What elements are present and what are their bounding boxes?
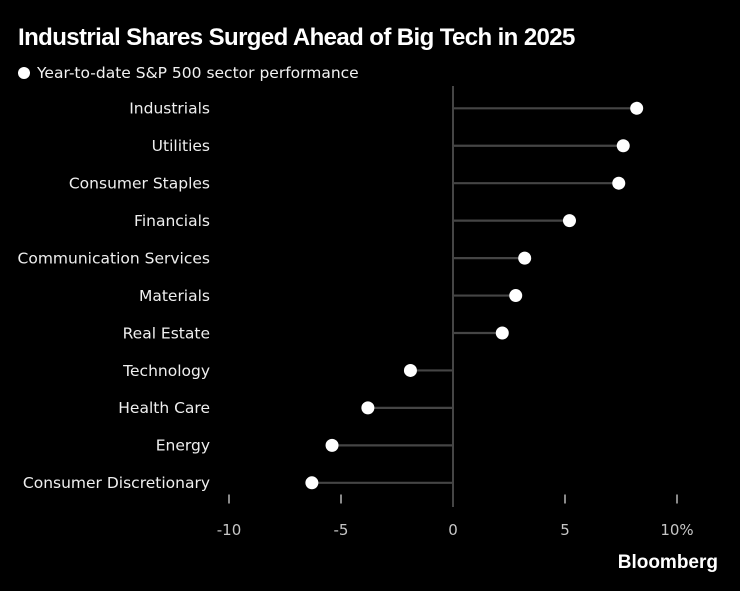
value-dot — [518, 251, 532, 265]
axis-tick-label: 10% — [660, 521, 693, 539]
category-label: Energy — [156, 437, 210, 455]
value-dot — [403, 363, 417, 377]
lollipop-row: Financials — [134, 212, 576, 230]
value-dot — [305, 476, 319, 490]
lollipop-row: Utilities — [152, 137, 630, 155]
lollipop-row: Health Care — [118, 399, 453, 417]
axis-tick-label: -5 — [334, 521, 349, 539]
axis-tick-label: -10 — [217, 521, 242, 539]
category-label: Consumer Discretionary — [23, 474, 210, 492]
lollipop-row: Consumer Discretionary — [23, 474, 453, 492]
value-dot — [562, 214, 576, 228]
value-dot — [630, 101, 644, 115]
category-label: Materials — [139, 287, 210, 305]
value-dot — [612, 176, 626, 190]
category-label: Utilities — [152, 137, 210, 155]
legend-dot-icon — [18, 67, 30, 79]
axis-tick-label: 0 — [448, 521, 458, 539]
value-dot — [509, 289, 523, 303]
lollipop-row: Communication Services — [18, 249, 532, 267]
lollipop-row: Technology — [122, 362, 453, 380]
lollipop-row: Industrials — [129, 100, 644, 118]
lollipop-row: Consumer Staples — [69, 175, 626, 193]
value-dot — [361, 401, 375, 415]
value-dot — [325, 438, 339, 452]
category-label: Industrials — [129, 100, 210, 118]
lollipop-row: Energy — [156, 437, 453, 455]
category-label: Health Care — [118, 399, 210, 417]
axis-tick-label: 5 — [560, 521, 570, 539]
category-label: Consumer Staples — [69, 175, 210, 193]
category-label: Financials — [134, 212, 210, 230]
chart-title: Industrial Shares Surged Ahead of Big Te… — [18, 24, 575, 51]
lollipop-row: Real Estate — [123, 324, 509, 342]
value-dot — [495, 326, 509, 340]
bloomberg-logo: Bloomberg — [617, 552, 718, 573]
chart-subtitle: Year-to-date S&P 500 sector performance — [18, 64, 359, 82]
category-label: Real Estate — [123, 324, 210, 342]
category-label: Technology — [122, 362, 210, 380]
chart-subtitle-text: Year-to-date S&P 500 sector performance — [37, 64, 359, 82]
lollipop-row: Materials — [139, 287, 523, 305]
value-dot — [616, 139, 630, 153]
category-label: Communication Services — [18, 249, 210, 267]
